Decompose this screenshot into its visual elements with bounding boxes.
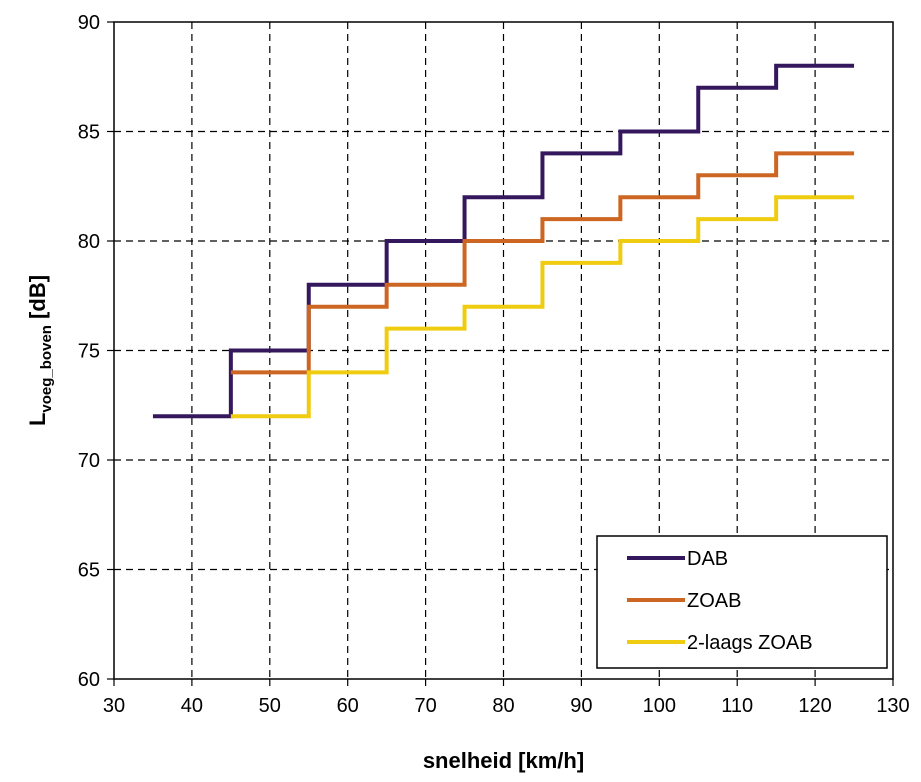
series-line-dab <box>152 63 855 419</box>
legend-label: DAB <box>687 548 728 570</box>
series-line-2-laags-zoab <box>230 195 855 419</box>
y-axis-ticks: 60 65 70 75 80 85 90 <box>78 12 114 691</box>
legend: DAB ZOAB 2-laags ZOAB <box>596 535 888 669</box>
x-tick-label: 100 <box>643 695 676 717</box>
y-tick-label: 65 <box>78 560 100 582</box>
y-tick-label: 85 <box>78 122 100 144</box>
y-axis-title-main: L <box>25 413 50 426</box>
legend-label: ZOAB <box>687 590 741 612</box>
x-tick-label: 110 <box>721 695 753 717</box>
x-axis-title: snelheid [km/h] <box>423 748 584 773</box>
x-tick-label: 80 <box>492 695 514 717</box>
x-tick-label: 130 <box>876 695 909 717</box>
x-tick-label: 60 <box>337 695 359 717</box>
y-tick-label: 75 <box>78 341 100 363</box>
x-tick-label: 40 <box>181 695 203 717</box>
y-axis-title-subscript: voeg_boven <box>38 325 55 413</box>
x-tick-label: 90 <box>570 695 592 717</box>
y-tick-label: 90 <box>78 12 100 34</box>
x-tick-label: 50 <box>259 695 281 717</box>
x-tick-label: 70 <box>414 695 436 717</box>
y-tick-label: 80 <box>78 231 100 253</box>
y-tick-label: 60 <box>78 669 100 691</box>
y-axis-title: Lvoeg_boven [dB] <box>25 275 55 426</box>
x-axis-ticks: 30 40 50 60 70 80 90 100 110 120 130 <box>103 679 910 717</box>
x-tick-label: 30 <box>103 695 125 717</box>
series-lines <box>152 63 855 419</box>
series-line-zoab <box>230 151 855 375</box>
y-axis-title-suffix: [dB] <box>25 275 50 325</box>
legend-label: 2-laags ZOAB <box>687 632 813 654</box>
y-tick-label: 70 <box>78 450 100 472</box>
x-tick-label: 120 <box>798 695 831 717</box>
